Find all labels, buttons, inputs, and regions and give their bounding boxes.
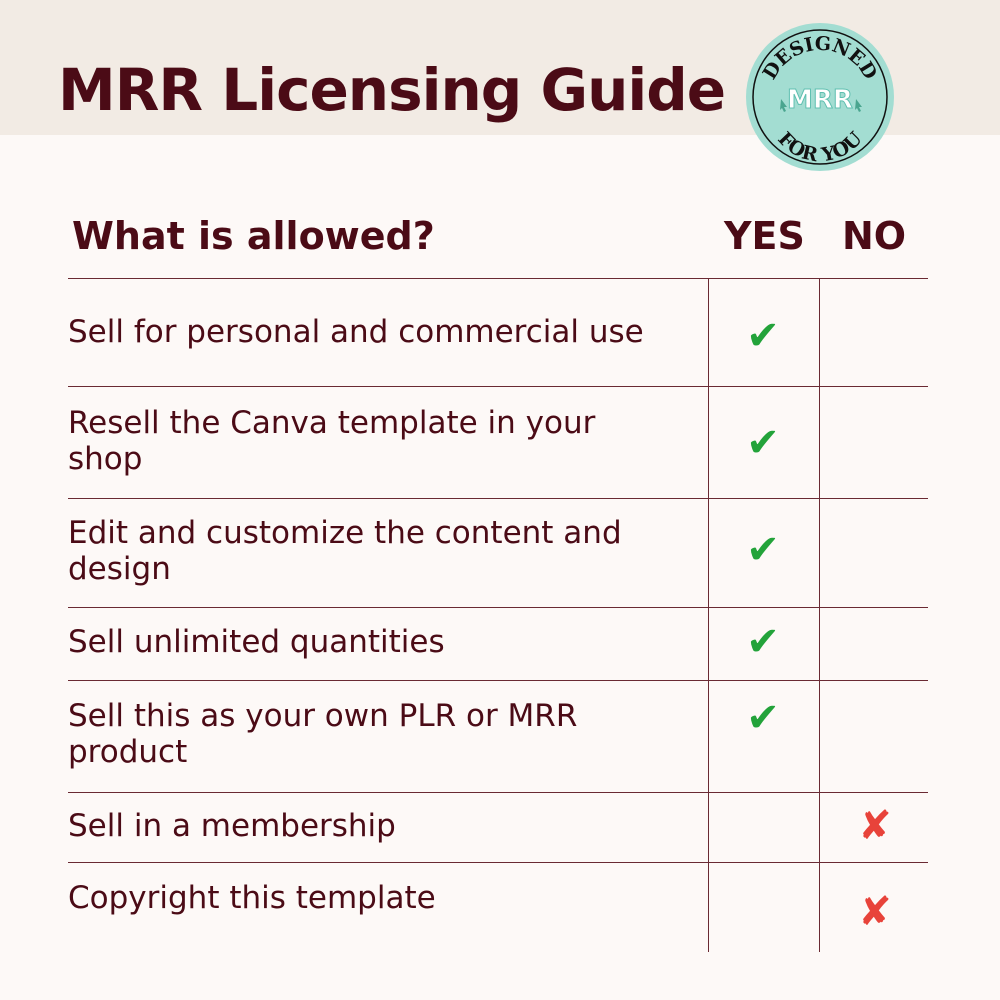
cross-icon: ✘ xyxy=(858,889,892,935)
row-text: Sell in a membership xyxy=(68,808,396,844)
page-title: MRR Licensing Guide xyxy=(58,56,726,124)
table-row: Copyright this template xyxy=(68,880,668,916)
table-divider xyxy=(68,680,928,681)
check-icon: ✔ xyxy=(746,527,780,573)
check-icon: ✔ xyxy=(746,420,780,466)
table-row: Sell in a membership xyxy=(68,808,668,844)
table-divider xyxy=(68,386,928,387)
no-header: NO xyxy=(842,214,907,258)
row-text: Sell this as your own PLR or MRR product xyxy=(68,698,578,770)
table-row: Sell unlimited quantities xyxy=(68,624,668,660)
column-divider xyxy=(819,278,820,952)
check-icon: ✔ xyxy=(746,619,780,665)
table-divider xyxy=(68,607,928,608)
table-divider xyxy=(68,792,928,793)
table-divider xyxy=(68,278,928,279)
row-text: Copyright this template xyxy=(68,880,436,916)
yes-header: YES xyxy=(724,214,805,258)
row-text: Edit and customize the content and desig… xyxy=(68,515,622,587)
check-icon: ✔ xyxy=(746,313,780,359)
check-icon: ✔ xyxy=(746,695,780,741)
row-text: Sell unlimited quantities xyxy=(68,624,445,660)
table-divider xyxy=(68,862,928,863)
row-text: Resell the Canva template in your shop xyxy=(68,405,596,477)
row-text: Sell for personal and commercial use xyxy=(68,314,644,350)
column-divider xyxy=(708,278,709,952)
question-header: What is allowed? xyxy=(72,214,435,258)
designed-for-you-badge: DESIGNED FOR YOU MRR xyxy=(746,23,894,171)
table-row: Resell the Canva template in your shop xyxy=(68,405,668,477)
table-row: Sell for personal and commercial use xyxy=(68,296,668,368)
table-row: Sell this as your own PLR or MRR product xyxy=(68,698,668,770)
svg-text:MRR: MRR xyxy=(787,85,853,115)
cross-icon: ✘ xyxy=(858,803,892,849)
table-row: Edit and customize the content and desig… xyxy=(68,515,668,587)
table-divider xyxy=(68,498,928,499)
